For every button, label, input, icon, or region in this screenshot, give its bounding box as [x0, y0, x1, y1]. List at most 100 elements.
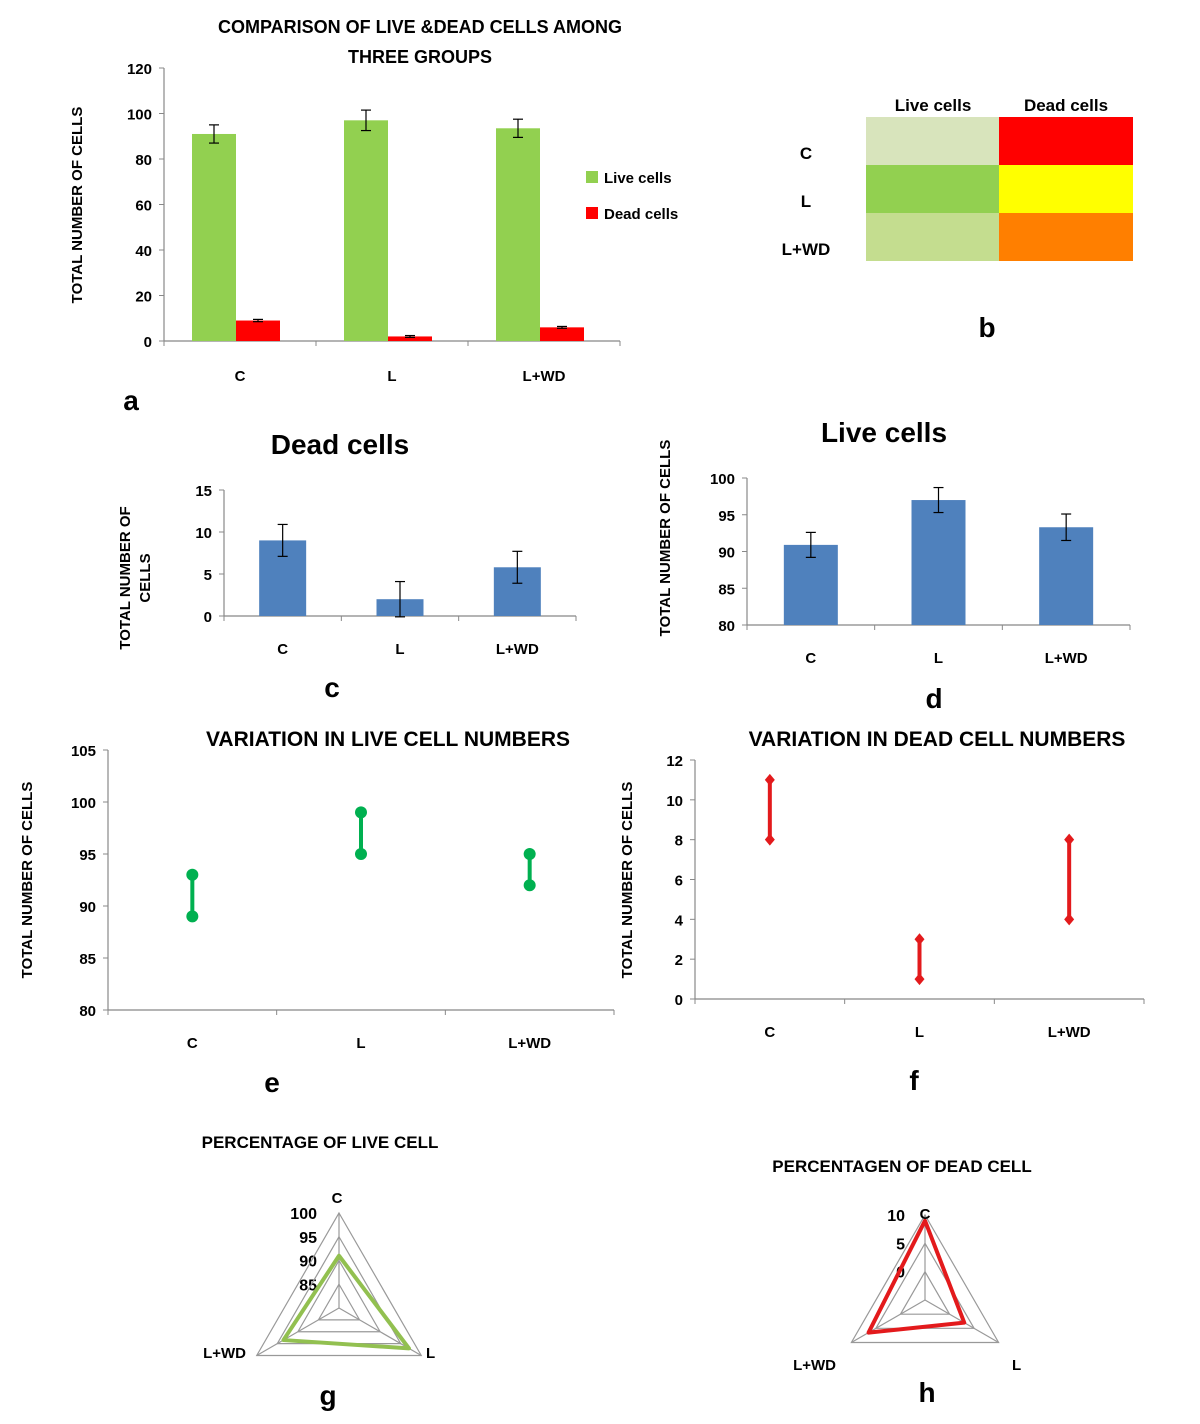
panel-d-plot-area: 80 85 90 95 100 C L L+WD [710, 471, 1131, 667]
panel-b-row-label-l: L [801, 192, 811, 211]
panel-g-r-tick-label: 100 [290, 1206, 317, 1223]
panel-e-high-point [355, 806, 367, 819]
panel-a-x-tick-label: L [387, 368, 396, 385]
panel-c-title: Dead cells [271, 429, 410, 460]
panel-a-y-tick-label: 80 [135, 152, 152, 169]
panel-a-bar-dead [388, 336, 432, 341]
panel-d-bar [911, 500, 966, 625]
panel-d-y-tick-label: 90 [718, 545, 735, 562]
panel-a-bar-dead [540, 327, 584, 341]
panel-d-x-tick-label: L [934, 650, 943, 667]
panel-d-y-tick-label: 80 [718, 618, 735, 635]
panel-a-chart: COMPARISON OF LIVE &DEAD CELLS AMONG THR… [69, 17, 678, 416]
panel-a-y-tick-label: 0 [144, 334, 152, 351]
panel-c-y-tick-label: 10 [195, 525, 212, 542]
panel-f-x-tick-label: L [915, 1024, 924, 1041]
panel-h-axis-label: L+WD [793, 1357, 836, 1374]
panel-h-grid-ring [850, 1213, 1000, 1344]
panel-g-chart: PERCENTAGE OF LIVE CELL 859095100CLL+WD … [202, 1133, 439, 1411]
panel-f-x-tick-label: L+WD [1048, 1024, 1091, 1041]
panel-a-bar-live [192, 133, 236, 341]
panel-a-legend-dead-label: Dead cells [604, 206, 678, 223]
panel-d-x-tick-label: C [805, 650, 816, 667]
panel-e-letter: e [264, 1067, 280, 1098]
panel-a-legend-live-label: Live cells [604, 170, 672, 187]
panel-f-y-tick-label: 10 [666, 793, 683, 810]
panel-g-grid-ring [255, 1211, 423, 1357]
panel-d-title: Live cells [821, 417, 947, 448]
panel-c-y-tick-label: 15 [195, 483, 212, 500]
panel-f-y-tick-label: 8 [675, 833, 683, 850]
panel-f-low-point [1064, 913, 1075, 926]
panel-e-y-tick-label: 85 [79, 951, 96, 968]
panel-h-title: PERCENTAGEN OF DEAD CELL [772, 1157, 1031, 1176]
panel-a-x-tick-label: C [235, 368, 246, 385]
panel-h-grid-ring [899, 1270, 951, 1315]
panel-d-y-tick-label: 95 [718, 508, 735, 525]
panel-h-data-polygon [866, 1218, 967, 1335]
panel-b-cell-c-dead [999, 117, 1133, 165]
panel-e-high-point [523, 848, 536, 860]
panel-b-heatmap: Live cells Dead cells C L L+WD b [782, 96, 1133, 343]
panel-e-high-point [186, 868, 199, 881]
panel-f-title: VARIATION IN DEAD CELL NUMBERS [749, 728, 1126, 751]
panel-d-bar [783, 544, 838, 625]
panel-c-chart: Dead cells TOTAL NUMBER OF CELLS 0 5 10 15 C… [117, 429, 577, 703]
panel-e-x-tick-label: L+WD [508, 1035, 551, 1052]
panel-a-legend-dead-swatch [586, 207, 598, 219]
panel-f-high-point [1064, 833, 1075, 846]
panel-g-axis-label: C [332, 1190, 343, 1207]
panel-c-x-tick-label: L [395, 641, 404, 658]
panel-e-title: VARIATION IN LIVE CELL NUMBERS [206, 728, 570, 751]
panel-c-y-axis-label-line2: CELLS [137, 553, 154, 602]
panel-b-col-header-live: Live cells [895, 96, 972, 115]
panel-g-grid-ring [296, 1259, 382, 1333]
panel-h-r-tick-label: 5 [896, 1236, 905, 1253]
panel-g-data-polygon [281, 1253, 411, 1351]
panel-a-x-tick-label: L+WD [523, 368, 566, 385]
panel-a-letter: a [123, 385, 139, 416]
panel-e-plot-area: 80 85 90 95 100 105 C L L+WD [71, 743, 615, 1052]
panel-g-grid-ring [317, 1283, 361, 1321]
panel-a-y-tick-label: 60 [135, 198, 152, 215]
panel-b-row-label-lwd: L+WD [782, 240, 831, 259]
panel-g-r-tick-label: 95 [299, 1230, 317, 1247]
panel-e-y-tick-label: 95 [79, 847, 96, 864]
panel-g-spoke [256, 1307, 340, 1357]
panel-a-plot-area: 0 20 40 60 80 100 120 C L L+WD [127, 61, 621, 385]
panel-a-bar-live [496, 128, 540, 341]
panel-b-cell-lwd-dead [999, 213, 1133, 261]
panel-f-high-point [914, 933, 925, 946]
panel-f-x-tick-label: C [764, 1024, 775, 1041]
panel-c-x-tick-label: C [277, 641, 288, 658]
panel-a-y-axis-label: TOTAL NUMBER OF CELLS [69, 107, 86, 304]
panel-g-letter: g [319, 1380, 336, 1411]
panel-f-y-tick-label: 6 [675, 873, 683, 890]
panel-d-x-tick-label: L+WD [1045, 650, 1088, 667]
panel-g-axis-label: L+WD [203, 1345, 246, 1362]
panel-b-cell-lwd-live [866, 213, 999, 261]
panel-a-y-tick-label: 120 [127, 61, 152, 78]
panel-e-y-tick-label: 80 [79, 1003, 96, 1020]
panel-c-letter: c [324, 672, 340, 703]
panel-e-x-tick-label: C [187, 1035, 198, 1052]
panel-b-row-label-c: C [800, 144, 812, 163]
panel-h-axis-label: L [1012, 1357, 1021, 1374]
panel-c-plot-area: 0 5 10 15 C L L+WD [195, 483, 577, 658]
panel-f-high-point [764, 773, 775, 786]
panel-a-y-tick-label: 40 [135, 243, 152, 260]
panel-f-y-tick-label: 12 [666, 753, 683, 770]
panel-b-cell-l-live [866, 165, 999, 213]
panel-e-low-point [523, 879, 536, 892]
panel-a-y-tick-label: 20 [135, 289, 152, 306]
panel-e-chart: VARIATION IN LIVE CELL NUMBERS TOTAL NUM… [19, 728, 615, 1098]
panel-d-y-tick-label: 85 [718, 581, 735, 598]
panel-a-title-line2: THREE GROUPS [348, 47, 492, 67]
panel-d-y-tick-label: 100 [710, 471, 735, 488]
panel-a-y-tick-label: 100 [127, 107, 152, 124]
panel-d-y-axis-label: TOTAL NUMBER OF CELLS [657, 440, 674, 637]
panel-b-letter: b [978, 312, 995, 343]
panel-c-y-tick-label: 5 [204, 567, 212, 584]
